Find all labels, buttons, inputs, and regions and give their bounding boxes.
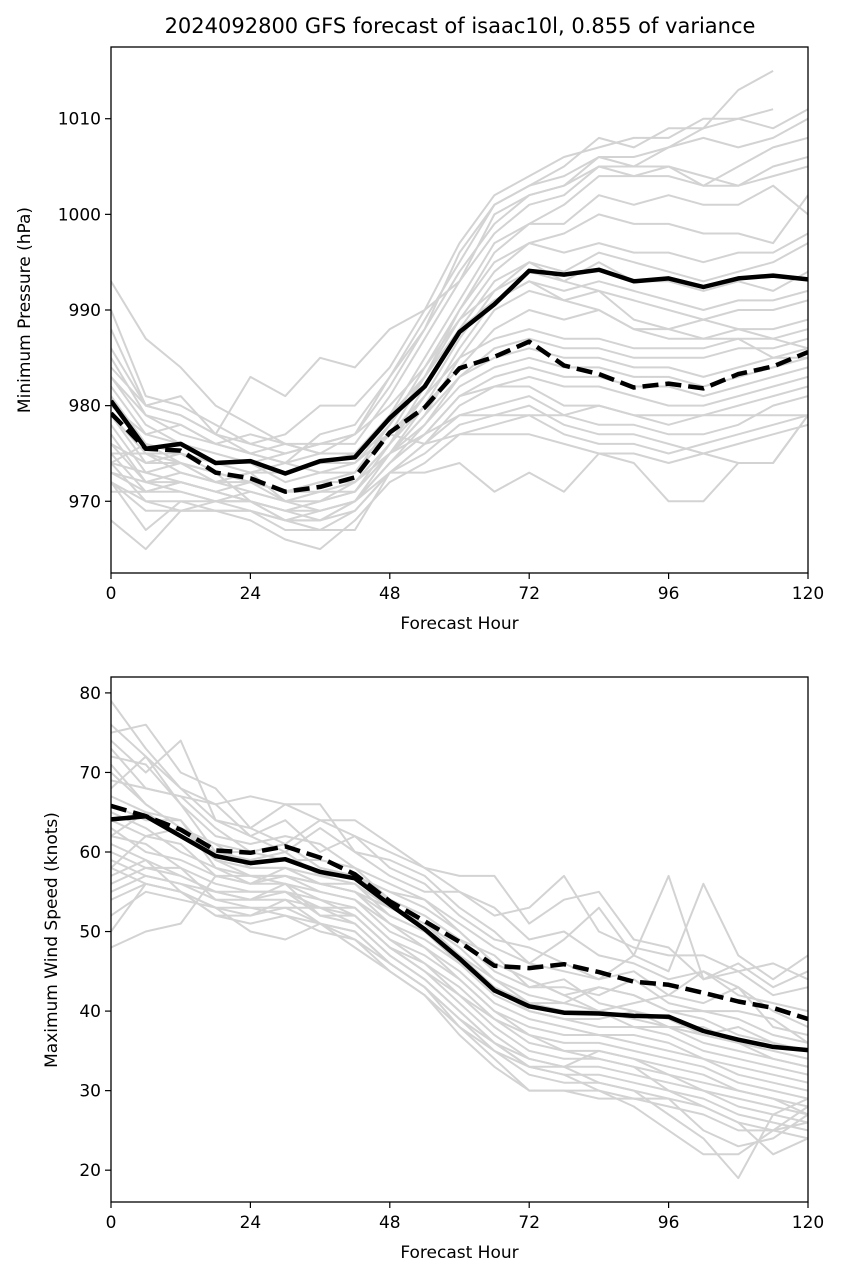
wind-y-tick-label: 70 — [79, 763, 101, 783]
wind-mean-dashed-line — [111, 803, 808, 1022]
pressure-x-axis-label: Forecast Hour — [400, 614, 518, 634]
pressure-ensemble-line-7 — [111, 165, 808, 455]
pressure-x-tick-label: 48 — [379, 584, 401, 604]
wind-ensemble-line-20 — [111, 866, 808, 1116]
pressure-chart: 0 24 48 72 96 120 970 980 990 1000 1010 Forecast H… — [15, 46, 824, 634]
wind-x-tick-label: 24 — [240, 1213, 262, 1233]
wind-x-tick-label: 96 — [658, 1213, 680, 1233]
wind-y-tick-label: 20 — [79, 1161, 101, 1181]
wind-ensemble-line-15 — [111, 843, 808, 1108]
pressure-x-tick-label: 96 — [658, 584, 680, 604]
wind-ensemble-line-25 — [111, 874, 808, 1156]
wind-y-tick-label: 50 — [79, 923, 101, 943]
pressure-x-tick-label: 0 — [106, 584, 117, 604]
pressure-y-tick-label: 1000 — [58, 205, 101, 225]
pressure-y-tick-label: 980 — [69, 397, 101, 417]
wind-y-tick-label: 60 — [79, 843, 101, 863]
wind-x-tick-label: 120 — [792, 1213, 824, 1233]
wind-ensemble-line-4 — [111, 739, 808, 997]
pressure-ensemble-line-6 — [111, 156, 808, 464]
wind-x-axis-label: Forecast Hour — [400, 1243, 518, 1263]
wind-ensemble-line-28 — [111, 811, 808, 1052]
wind-ensemble-line-5 — [111, 747, 808, 1013]
pressure-ticks: 0 24 48 72 96 120 970 980 990 1000 1010 — [58, 110, 824, 604]
pressure-y-tick-label: 990 — [69, 301, 101, 321]
wind-x-tick-label: 72 — [518, 1213, 540, 1233]
pressure-ensemble-line-29 — [111, 280, 808, 464]
pressure-series-layer — [111, 70, 808, 551]
pressure-x-tick-label: 24 — [240, 584, 262, 604]
pressure-ensemble-line-2 — [111, 108, 774, 445]
wind-ticks: 0 24 48 72 96 120 20 30 40 50 60 70 80 — [79, 684, 824, 1233]
pressure-ensemble-line-30 — [111, 261, 808, 455]
pressure-y-tick-label: 1010 — [58, 110, 101, 130]
wind-x-tick-label: 0 — [106, 1213, 117, 1233]
wind-ensemble-line-24 — [111, 882, 808, 1180]
wind-y-tick-label: 80 — [79, 684, 101, 704]
figure-title: 2024092800 GFS forecast of isaac10l, 0.8… — [165, 14, 756, 38]
wind-chart: 0 24 48 72 96 120 20 30 40 50 60 70 80 Forecast Hour… — [42, 676, 824, 1263]
wind-ensemble-line-22 — [111, 882, 808, 1148]
pressure-x-tick-label: 120 — [792, 584, 824, 604]
wind-ensemble-line-12 — [111, 819, 808, 1084]
wind-ensemble-line-23 — [111, 890, 808, 1156]
pressure-ensemble-line-16 — [111, 328, 808, 484]
pressure-ensemble-line-25 — [111, 404, 808, 522]
wind-mean-solid-line — [111, 813, 808, 1053]
wind-y-axis-label: Maximum Wind Speed (knots) — [42, 812, 62, 1068]
wind-ensemble-line-1 — [111, 700, 808, 989]
wind-y-tick-label: 30 — [79, 1082, 101, 1102]
pressure-ensemble-line-22 — [111, 385, 808, 512]
pressure-ensemble-line-18 — [111, 347, 808, 503]
wind-ensemble-line-14 — [111, 835, 808, 1100]
wind-series-layer — [111, 700, 808, 1180]
wind-axes-frame — [110, 676, 809, 1203]
pressure-x-tick-label: 72 — [518, 584, 540, 604]
pressure-y-tick-label: 970 — [69, 492, 101, 512]
pressure-ensemble-line-12 — [111, 261, 808, 503]
pressure-mean-solid-line — [111, 267, 808, 476]
pressure-mean-dashed-line — [111, 339, 808, 494]
pressure-ensemble-line-28 — [111, 414, 808, 531]
wind-ensemble-line-6 — [111, 755, 808, 1036]
pressure-y-axis-label: Minimum Pressure (hPa) — [15, 207, 35, 413]
wind-ensemble-line-29 — [111, 827, 808, 1068]
pressure-ensemble-line-24 — [111, 414, 808, 493]
wind-x-tick-label: 48 — [379, 1213, 401, 1233]
wind-y-tick-label: 40 — [79, 1002, 101, 1022]
